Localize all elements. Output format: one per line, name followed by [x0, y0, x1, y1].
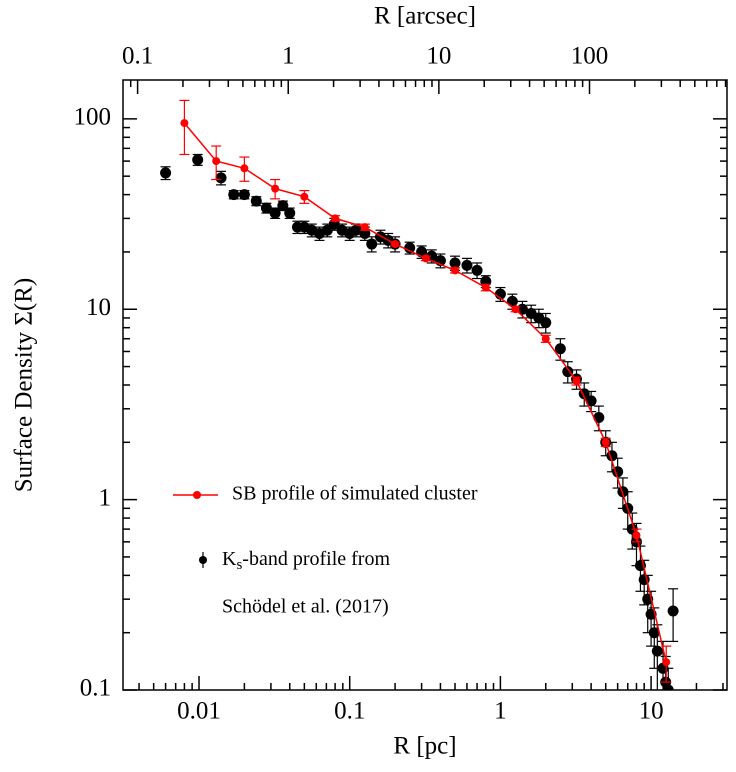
x-axis-label: R [pc]: [393, 733, 456, 760]
data-point: [540, 317, 552, 329]
y-tick-label: 0.1: [80, 675, 111, 702]
data-point: [391, 240, 400, 249]
data-point: [350, 224, 362, 236]
data-point: [228, 189, 240, 201]
legend-marker: [199, 556, 207, 564]
data-point: [449, 257, 461, 269]
data-point: [651, 645, 663, 657]
data-point: [506, 295, 518, 307]
x-tick-label: 0.1: [334, 698, 365, 725]
plot-area: [160, 99, 679, 690]
data-point: [461, 259, 473, 271]
data-point: [601, 438, 610, 447]
x2-tick-label: 0.1: [122, 43, 153, 70]
y-tick-label: 100: [74, 104, 112, 131]
x-tick-label: 1: [494, 698, 507, 725]
data-point: [300, 192, 309, 201]
data-point: [511, 305, 520, 314]
data-point: [451, 266, 460, 275]
legend-marker: [193, 491, 201, 499]
y-tick-label: 1: [99, 484, 112, 511]
data-point: [421, 254, 430, 263]
data-point: [481, 283, 490, 292]
data-point: [617, 486, 629, 498]
x-tick-label: 10: [639, 698, 664, 725]
data-point: [648, 627, 660, 639]
data-point: [277, 200, 289, 212]
x2-tick-label: 100: [571, 43, 609, 70]
data-point: [269, 207, 281, 219]
data-point: [271, 184, 280, 193]
plot-frame: [122, 79, 728, 691]
data-point: [331, 214, 340, 223]
data-point: [180, 119, 189, 128]
x2-tick-label: 1: [282, 43, 295, 70]
data-point: [212, 157, 221, 166]
data-point: [404, 242, 416, 254]
data-point: [554, 343, 566, 355]
data-point: [238, 189, 250, 201]
data-point: [593, 411, 605, 423]
data-point: [667, 605, 679, 617]
data-point: [541, 334, 550, 343]
data-point: [662, 684, 674, 690]
y-axis-label: Surface Density Σ(R): [11, 278, 38, 493]
x-tick-label: 0.01: [177, 698, 221, 725]
data-point: [192, 154, 204, 166]
data-point: [284, 207, 296, 219]
data-point: [360, 223, 369, 232]
data-point: [215, 172, 227, 184]
data-point: [366, 238, 378, 250]
data-point: [572, 376, 581, 385]
data-point: [260, 202, 272, 214]
legend-note: Schödel et al. (2017): [222, 596, 389, 618]
legend-label: SB profile of simulated cluster: [232, 483, 478, 505]
x2-tick-label: 10: [426, 43, 451, 70]
data-point: [585, 395, 597, 407]
x2-axis-label: R [arcsec]: [374, 3, 476, 30]
data-point: [240, 164, 249, 173]
data-point: [632, 531, 641, 540]
data-point: [662, 658, 671, 667]
legend-label: Ks-band profile from: [222, 548, 390, 574]
data-point: [160, 167, 172, 179]
data-point: [471, 264, 483, 276]
data-point: [250, 195, 262, 207]
y-tick-label: 10: [86, 294, 111, 321]
data-point: [562, 366, 574, 378]
